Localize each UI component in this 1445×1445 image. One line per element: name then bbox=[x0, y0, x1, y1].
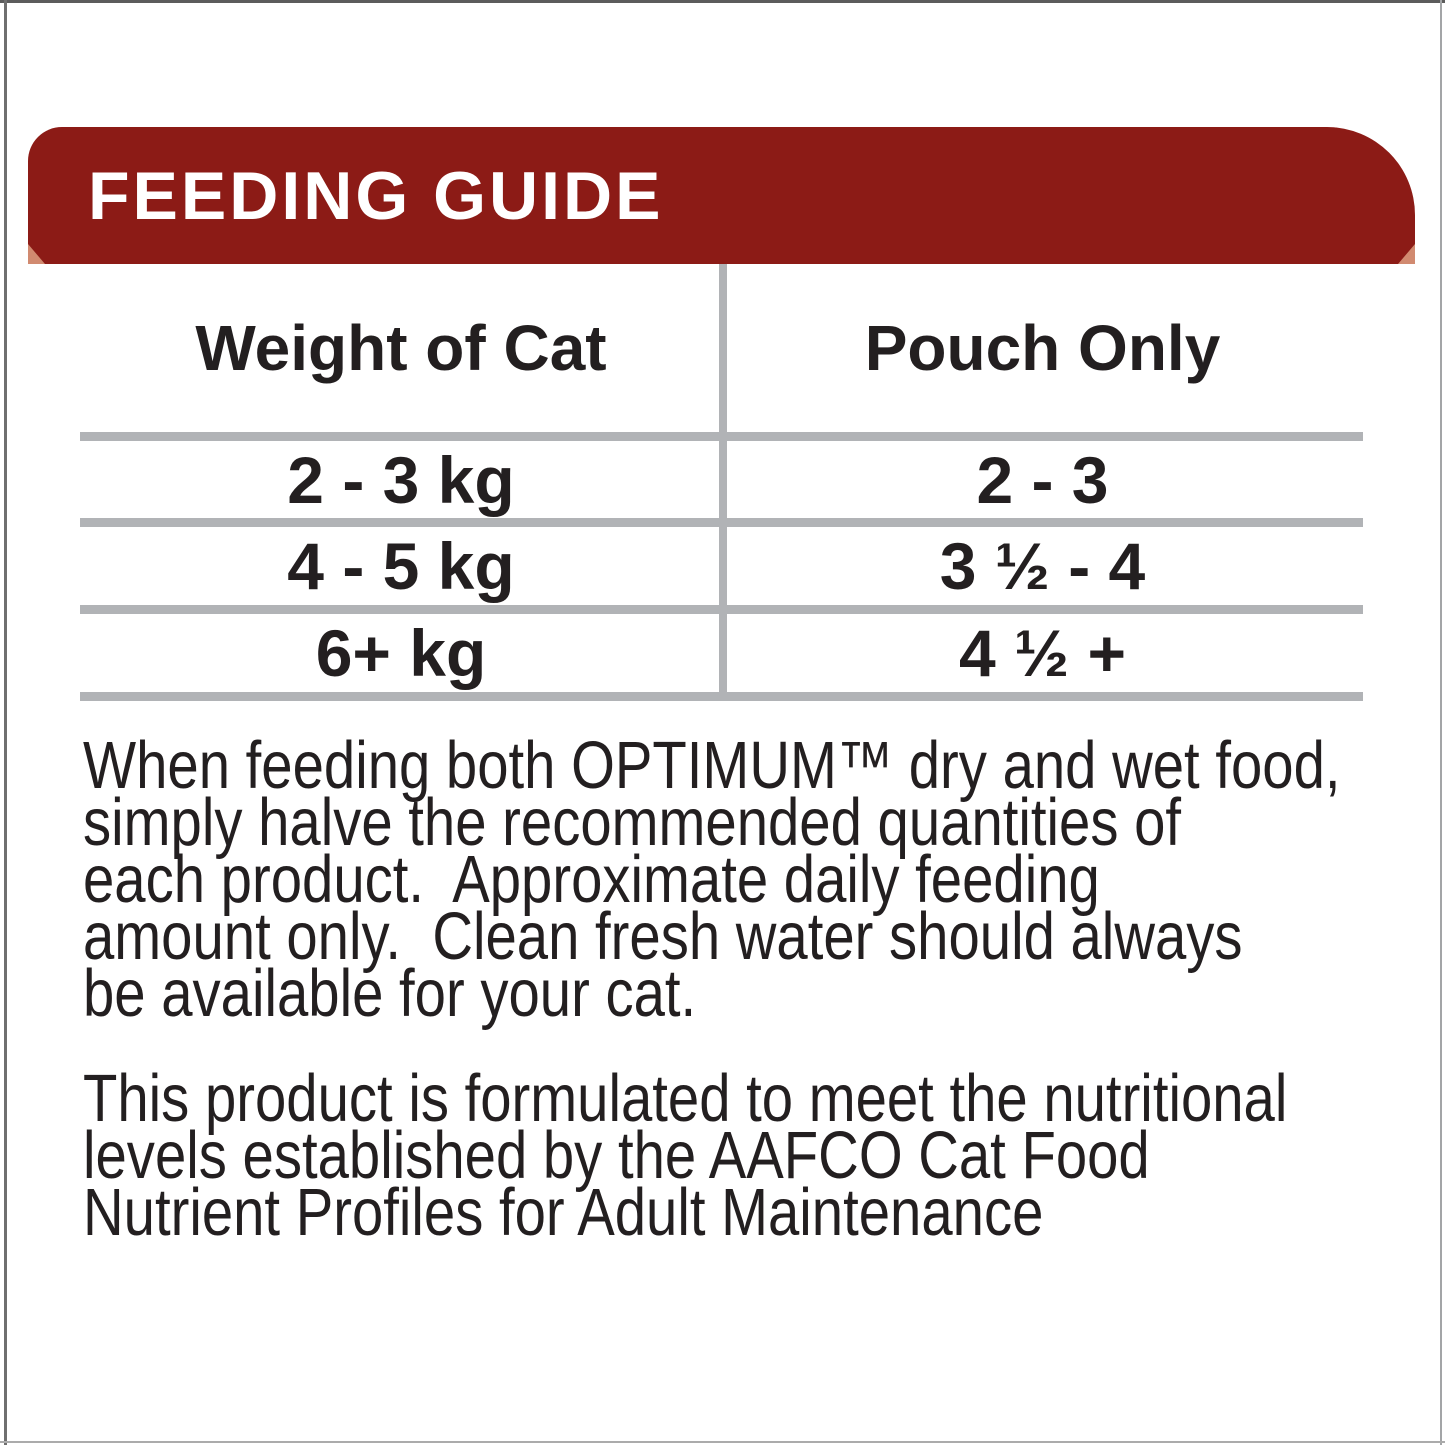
pouch-value: 2 - 3 bbox=[976, 442, 1109, 517]
table-row: 6+ kg 4 ½ + bbox=[80, 614, 1363, 692]
aafco-statement-text: This product is formulated to meet the n… bbox=[83, 1061, 1288, 1250]
feeding-table: Weight of Cat Pouch Only 2 - 3 kg 2 - 3 … bbox=[80, 264, 1363, 701]
feeding-guide-banner: FEEDING GUIDE bbox=[28, 127, 1415, 264]
frame-edge-left bbox=[4, 0, 7, 1445]
table-rule bbox=[80, 518, 1363, 527]
weight-value: 4 - 5 kg bbox=[287, 529, 515, 603]
banner-fold-accent-right bbox=[1398, 244, 1415, 264]
table-row: 2 - 3 kg 2 - 3 bbox=[80, 441, 1363, 518]
weight-column-header: Weight of Cat bbox=[195, 312, 607, 384]
frame-edge-right bbox=[1440, 0, 1442, 1445]
table-rule bbox=[80, 605, 1363, 614]
banner-fold-accent-left bbox=[28, 244, 45, 264]
banner-title: FEEDING GUIDE bbox=[88, 157, 664, 234]
table-column-divider bbox=[719, 264, 727, 701]
frame-edge-top bbox=[0, 0, 1445, 3]
pouch-column-header: Pouch Only bbox=[864, 312, 1221, 384]
frame-edge-bottom bbox=[0, 1441, 1445, 1443]
table-header-row: Weight of Cat Pouch Only bbox=[80, 264, 1363, 432]
pouch-value: 3 ½ - 4 bbox=[939, 529, 1146, 603]
weight-value: 2 - 3 kg bbox=[287, 442, 515, 517]
table-rule bbox=[80, 432, 1363, 441]
feeding-instructions-text: When feeding both OPTIMUM™ dry and wet f… bbox=[83, 728, 1341, 1031]
weight-value: 6+ kg bbox=[315, 616, 487, 690]
pouch-value: 4 ½ + bbox=[959, 616, 1126, 690]
table-rule bbox=[80, 692, 1363, 701]
table-row: 4 - 5 kg 3 ½ - 4 bbox=[80, 527, 1363, 605]
